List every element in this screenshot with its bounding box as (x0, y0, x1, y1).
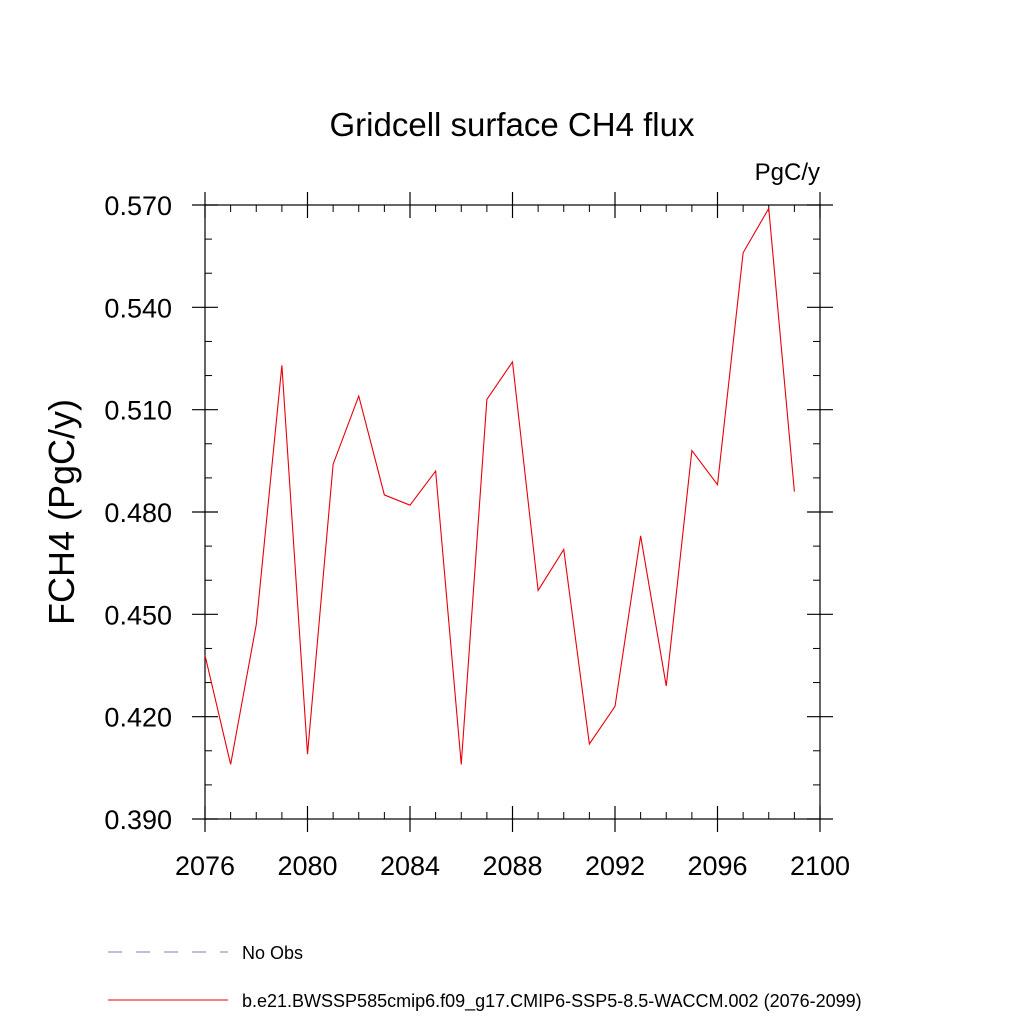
legend-label: b.e21.BWSSP585cmip6.f09_g17.CMIP6-SSP5-8… (242, 991, 862, 1012)
units-label: PgC/y (755, 159, 820, 186)
y-tick-label: 0.450 (104, 600, 172, 630)
x-tick-label: 2076 (175, 851, 235, 881)
y-tick-label: 0.510 (104, 396, 172, 426)
legend-label: No Obs (242, 943, 303, 963)
x-tick-label: 2100 (790, 851, 850, 881)
chart-title: Gridcell surface CH4 flux (330, 106, 695, 143)
y-tick-label: 0.420 (104, 703, 172, 733)
series-line (204, 206, 795, 765)
y-tick-label: 0.480 (104, 498, 172, 528)
y-tick-label: 0.540 (104, 293, 172, 323)
plot-frame (204, 204, 821, 820)
x-tick-label: 2088 (482, 851, 542, 881)
x-tick-label: 2080 (277, 851, 337, 881)
x-tick-label: 2096 (687, 851, 747, 881)
y-tick-label: 0.570 (104, 191, 172, 221)
y-tick-label: 0.390 (104, 805, 172, 835)
x-tick-label: 2084 (380, 851, 440, 881)
y-axis-label: FCH4 (PgC/y) (41, 399, 82, 625)
x-axis: 2076 2080 2084 2088 2092 2096 2100 (175, 192, 850, 881)
y-axis: 0.390 0.420 0.450 0.480 0.510 0.540 0.570 (104, 191, 833, 835)
x-tick-label: 2092 (585, 851, 645, 881)
legend: No Obs b.e21.BWSSP585cmip6.f09_g17.CMIP6-… (108, 943, 862, 1012)
series-layer (204, 206, 795, 765)
